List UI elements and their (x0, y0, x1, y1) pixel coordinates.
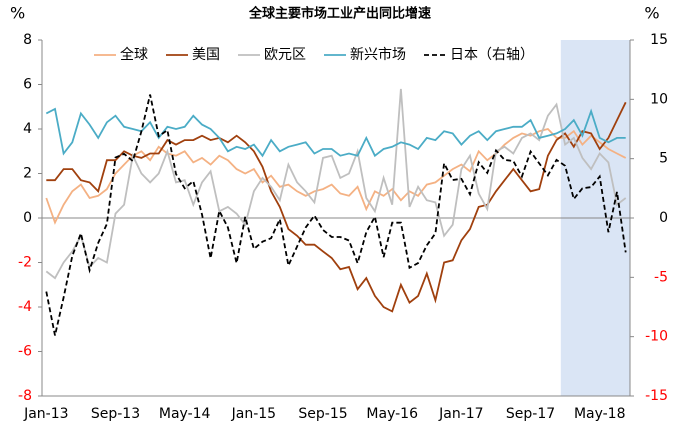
chart-title: 全球主要市场工业产出同比增速 (248, 6, 431, 22)
y-tick-label: 2 (23, 166, 32, 182)
line-series (45, 127, 627, 225)
y2-tick-label: -5 (654, 269, 668, 285)
y2-tick-label: -15 (645, 388, 668, 404)
x-tick-label: Jan-17 (438, 406, 483, 422)
y2-tick-label: 0 (659, 210, 668, 226)
line-series (45, 107, 626, 158)
x-tick-label: Jan-13 (23, 406, 68, 422)
y2-tick-label: -10 (645, 329, 668, 345)
legend-label: 日本（右轴） (450, 47, 534, 63)
legend-label: 美国 (192, 47, 220, 63)
line-series (46, 101, 627, 313)
x-tick-label: May-18 (574, 406, 626, 422)
x-tick-label: Sep-13 (91, 406, 140, 422)
y-tick-label: 6 (23, 77, 32, 93)
x-tick-label: May-16 (366, 406, 418, 422)
y-axis-label: % (10, 4, 25, 23)
x-tick-label: Sep-17 (506, 406, 555, 422)
y2-tick-label: 5 (659, 151, 668, 167)
y2-tick-label: 10 (650, 91, 668, 107)
legend-box (88, 45, 558, 65)
x-tick-label: Jan-15 (231, 406, 276, 422)
legend-label: 欧元区 (264, 47, 306, 63)
y-tick-label: -4 (18, 299, 32, 315)
legend-label: 新兴市场 (350, 46, 406, 63)
y2-tick-label: 15 (650, 32, 668, 48)
y2-axis-label: % (644, 4, 659, 23)
x-tick-label: May-14 (159, 406, 211, 422)
y-tick-label: 4 (23, 121, 32, 137)
y-tick-label: 8 (23, 32, 32, 48)
x-tick-label: Sep-15 (298, 406, 347, 422)
y-tick-label: -2 (18, 255, 32, 271)
y-tick-label: -6 (18, 344, 32, 360)
line-series (45, 94, 627, 336)
y-tick-label: 0 (23, 210, 32, 226)
y-tick-label: -8 (18, 388, 32, 404)
legend-label: 全球 (120, 46, 148, 63)
line-series (45, 88, 627, 280)
